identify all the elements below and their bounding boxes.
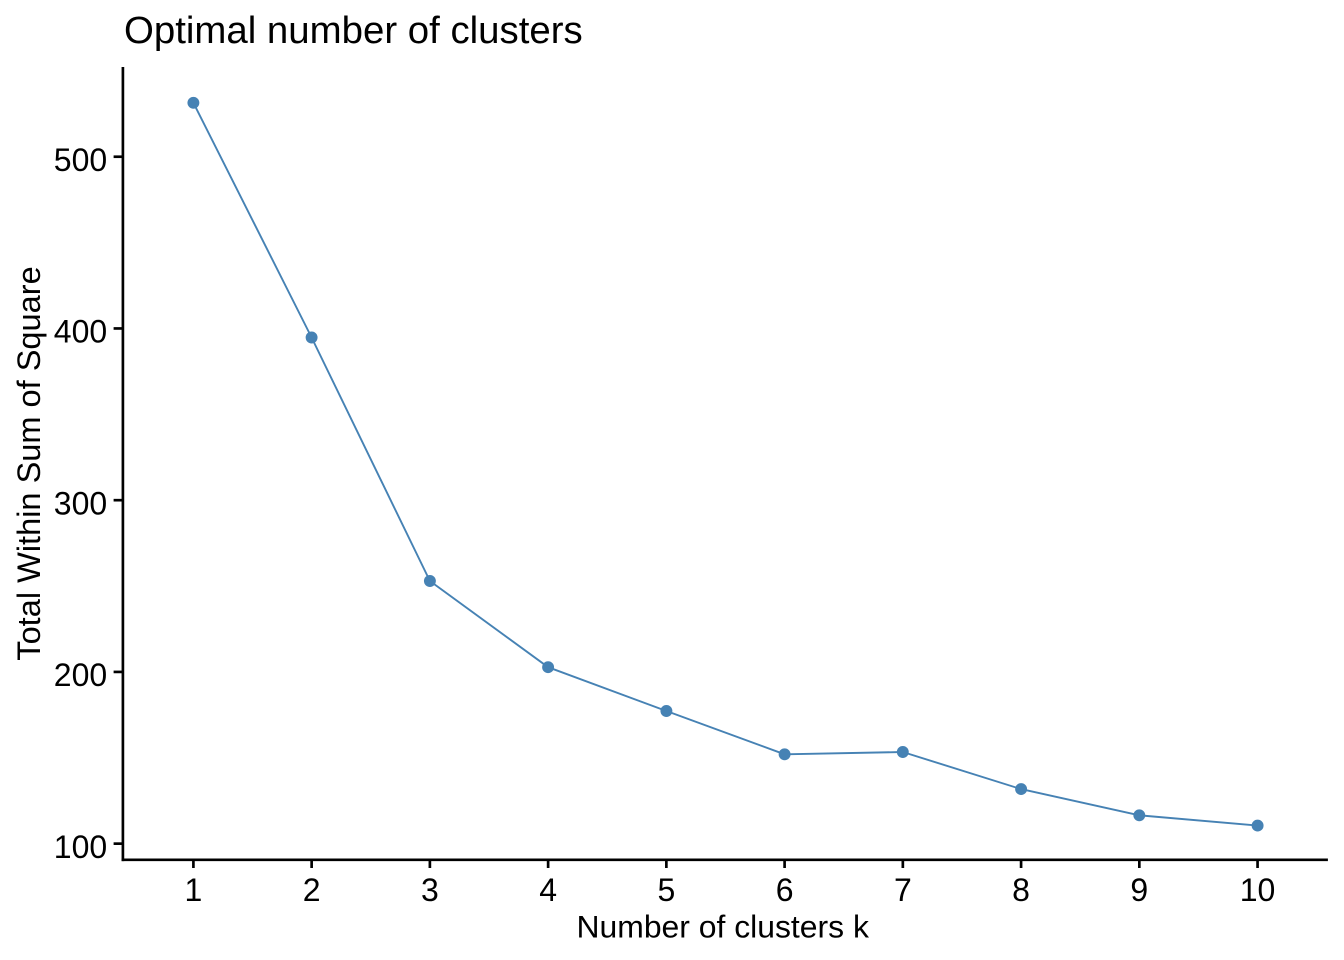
svg-text:Total Within Sum of Square: Total Within Sum of Square	[11, 266, 47, 660]
svg-text:10: 10	[1240, 872, 1276, 908]
svg-text:6: 6	[776, 872, 794, 908]
svg-text:500: 500	[54, 142, 107, 178]
svg-text:3: 3	[421, 872, 439, 908]
svg-text:400: 400	[54, 314, 107, 350]
svg-text:7: 7	[894, 872, 912, 908]
svg-text:100: 100	[54, 829, 107, 865]
svg-text:5: 5	[657, 872, 675, 908]
svg-text:1: 1	[185, 872, 203, 908]
svg-text:300: 300	[54, 485, 107, 521]
svg-text:Number of clusters k: Number of clusters k	[576, 909, 868, 945]
svg-text:8: 8	[1012, 872, 1030, 908]
svg-text:2: 2	[303, 872, 321, 908]
svg-text:200: 200	[54, 657, 107, 693]
svg-text:Optimal number of clusters: Optimal number of clusters	[124, 9, 583, 52]
svg-text:9: 9	[1130, 872, 1148, 908]
svg-text:4: 4	[539, 872, 557, 908]
